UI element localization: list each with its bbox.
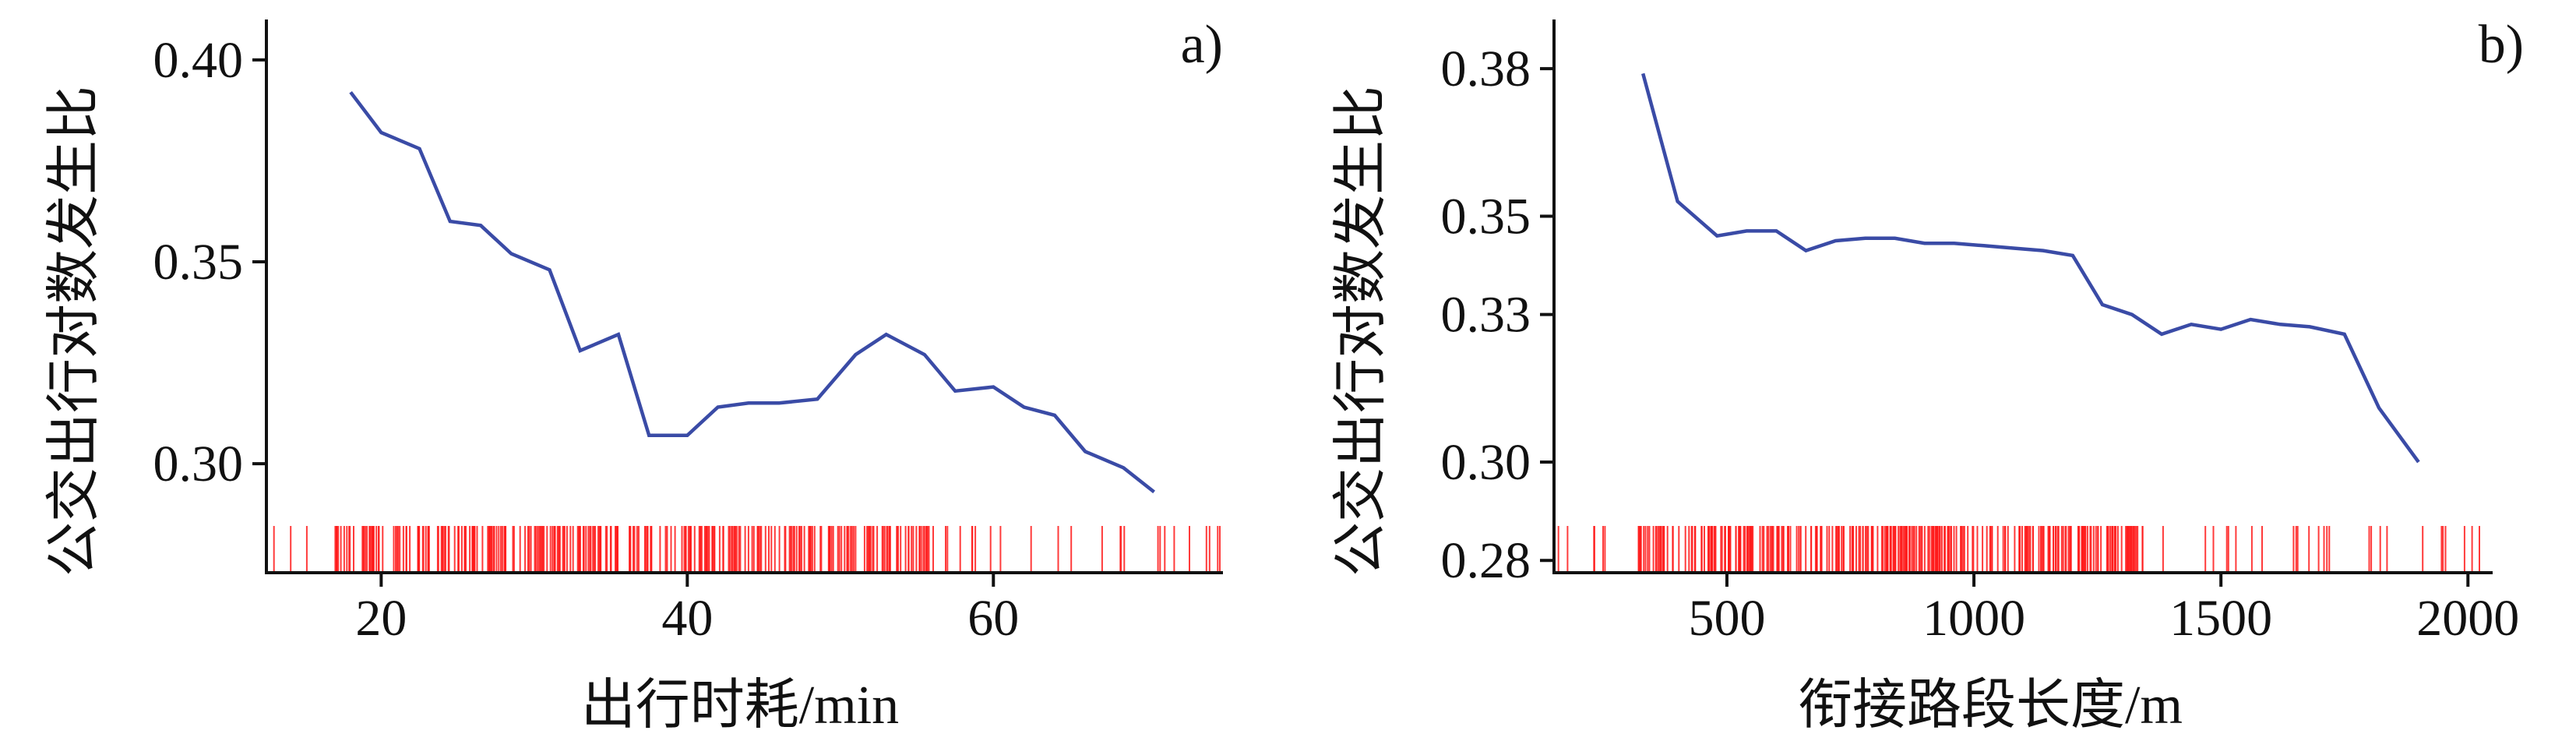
y-tick-label: 0.38 xyxy=(1441,41,1531,97)
y-tick-label: 0.33 xyxy=(1441,287,1531,344)
panel-b-rug xyxy=(1557,526,2480,571)
y-tick-label: 0.30 xyxy=(153,436,244,492)
panel-a-y-axis-title: 公交出行对数发生比 xyxy=(44,86,104,577)
panel-b-x-axis-title: 衔接路段长度/m xyxy=(1798,676,2183,734)
panel-a-label: a) xyxy=(1181,15,1223,75)
x-tick-label: 60 xyxy=(967,590,1019,647)
x-tick-label: 40 xyxy=(661,590,713,647)
y-tick-label: 0.40 xyxy=(153,32,244,89)
y-tick-label: 0.35 xyxy=(153,234,244,291)
panel-a-series-line xyxy=(349,90,1155,494)
panel-b: b) 公交出行对数发生比 衔接路段长度/m 500 1000 1500 2000 0.2… xyxy=(1331,15,2524,734)
panel-b-axes xyxy=(1552,19,2493,574)
y-tick-label: 0.35 xyxy=(1441,188,1531,245)
panel-b-ticks: 500 1000 1500 2000 0.28 0.30 0.33 0.35 0.38 xyxy=(1441,41,2520,647)
x-tick-label: 20 xyxy=(355,590,407,647)
panel-a-x-axis-title: 出行时耗/min xyxy=(581,676,899,734)
x-tick-label: 1500 xyxy=(2169,590,2272,647)
panel-a-rug xyxy=(273,526,1221,571)
panel-b-y-axis-title: 公交出行对数发生比 xyxy=(1331,86,1391,577)
x-tick-label: 500 xyxy=(1688,590,1765,647)
x-tick-label: 1000 xyxy=(1922,590,2025,647)
x-tick-label: 2000 xyxy=(2416,590,2519,647)
panel-b-label: b) xyxy=(2479,15,2524,75)
panel-a-axes xyxy=(265,19,1223,574)
panel-a: a) 公交出行对数发生比 出行时耗/min 20 40 60 0.30 0.35 0.40 xyxy=(44,15,1223,734)
panel-b-series-line xyxy=(1641,72,2420,464)
panel-a-ticks: 20 40 60 0.30 0.35 0.40 xyxy=(153,32,1020,647)
y-tick-label: 0.28 xyxy=(1441,532,1531,589)
y-tick-label: 0.30 xyxy=(1441,434,1531,491)
